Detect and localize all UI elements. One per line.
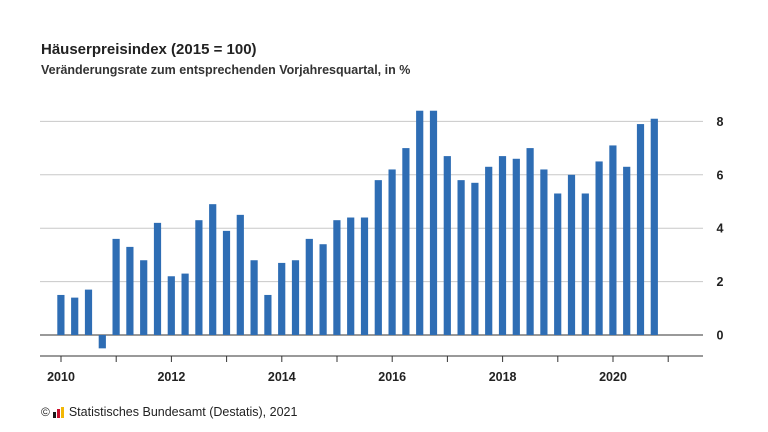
bar: [195, 220, 203, 335]
bar: [71, 297, 79, 335]
bar: [609, 145, 617, 335]
source-text: Statistisches Bundesamt (Destatis), 2021: [68, 405, 298, 419]
bar: [98, 335, 106, 349]
bar: [623, 166, 631, 335]
source-note: © Statistisches Bundesamt (Destatis), 20…: [41, 405, 297, 419]
bar: [236, 214, 244, 335]
y-tick-label: 4: [717, 222, 724, 236]
chart-subtitle: Veränderungsrate zum entsprechenden Vorj…: [41, 63, 411, 77]
bar: [636, 124, 645, 335]
bar: [416, 110, 424, 335]
bar: [457, 180, 465, 335]
bar: [526, 148, 534, 335]
x-tick-label: 2010: [47, 370, 75, 384]
bar: [512, 158, 520, 335]
bar: [374, 180, 382, 335]
chart-title: Häuserpreisindex (2015 = 100): [41, 41, 257, 58]
x-tick-label: 2012: [157, 370, 185, 384]
x-tick-label: 2020: [599, 370, 627, 384]
bar: [485, 166, 493, 335]
bar: [140, 260, 148, 335]
bar: [167, 276, 175, 335]
bar: [278, 262, 286, 335]
x-tick-label: 2016: [378, 370, 406, 384]
y-tick-label: 8: [717, 115, 724, 129]
bar: [222, 230, 231, 335]
y-tick-label: 2: [717, 275, 724, 289]
bar: [347, 217, 355, 335]
bar: [57, 294, 65, 335]
bar: [291, 260, 300, 335]
bar: [333, 220, 341, 335]
y-tick-label: 6: [717, 168, 724, 182]
bar: [567, 174, 576, 335]
bar: [112, 238, 120, 335]
bar: [181, 273, 189, 335]
x-tick-label: 2014: [268, 370, 296, 384]
copyright-symbol: ©: [41, 405, 50, 419]
bar: [84, 289, 93, 335]
bar: [360, 217, 369, 335]
bar: [264, 294, 272, 335]
bar: [554, 193, 562, 335]
bar: [209, 204, 217, 335]
bar: [402, 148, 410, 335]
destatis-logo-icon: [52, 406, 64, 418]
bar: [540, 169, 548, 335]
bar: [126, 246, 134, 335]
bar: [595, 161, 603, 335]
bar: [443, 156, 451, 335]
bar: [650, 118, 658, 335]
bar: [498, 156, 507, 335]
bar: [305, 238, 313, 335]
bar: [388, 169, 396, 335]
bar: [250, 260, 258, 335]
bar: [319, 244, 327, 335]
bar: [581, 193, 589, 335]
bar: [471, 182, 479, 335]
bar: [153, 222, 162, 335]
bar: [429, 110, 438, 335]
y-tick-label: 0: [717, 329, 724, 343]
x-tick-label: 2018: [489, 370, 517, 384]
